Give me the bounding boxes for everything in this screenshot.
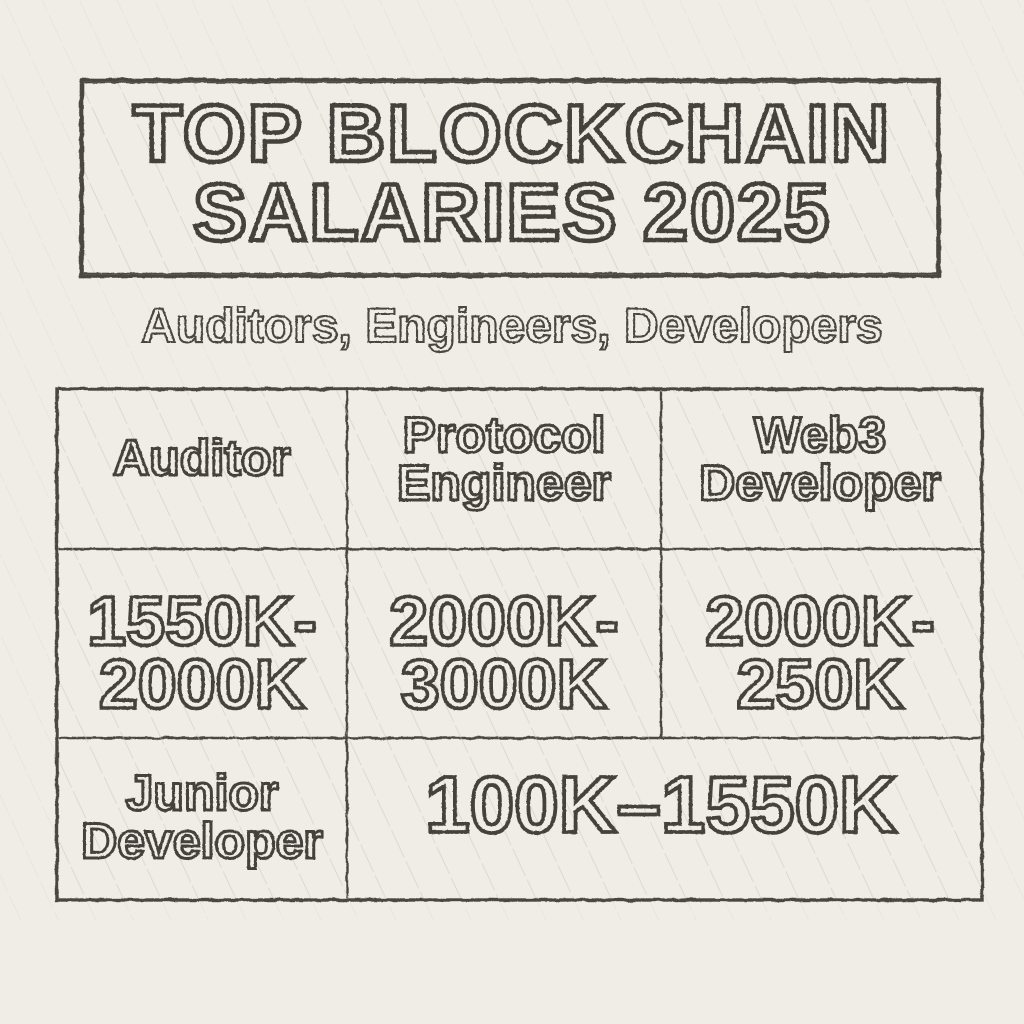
- svg-text:100K–1550K: 100K–1550K: [425, 760, 897, 849]
- svg-text:250K: 250K: [736, 645, 903, 723]
- svg-text:2000K: 2000K: [99, 645, 305, 723]
- svg-text:Developer: Developer: [81, 813, 323, 869]
- svg-text:Developer: Developer: [699, 455, 941, 511]
- svg-text:Auditor: Auditor: [113, 430, 291, 486]
- svg-text:Engineer: Engineer: [397, 455, 611, 511]
- svg-text:SALARIES 2025: SALARIES 2025: [193, 168, 831, 258]
- svg-text:Auditors, Engineers, Developer: Auditors, Engineers, Developers: [141, 300, 883, 353]
- svg-text:3000K: 3000K: [401, 645, 607, 723]
- svg-text:TOP BLOCKCHAIN: TOP BLOCKCHAIN: [133, 89, 892, 179]
